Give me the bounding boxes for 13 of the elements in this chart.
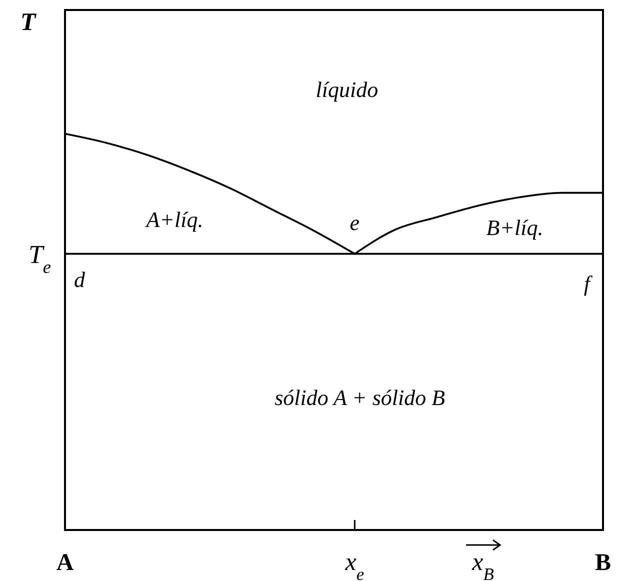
y-axis-title: T [20,9,38,36]
annotation: B+líq. [486,214,544,240]
x-tick-label: A [56,550,74,576]
x-tick-label: x$_{e}$ [344,549,364,581]
annotation: sólido A + sólido B [274,384,446,410]
annotation: d [74,266,86,292]
annotation: f [584,270,593,296]
x-axis-title: x$_{B}$ [471,549,494,581]
ref-line-label: T$_{e}$ [28,240,51,277]
text: líquido [316,77,378,102]
x-tick-label: B [594,550,612,576]
annotation: A+líq. [144,207,204,232]
annotation: e [350,210,360,235]
